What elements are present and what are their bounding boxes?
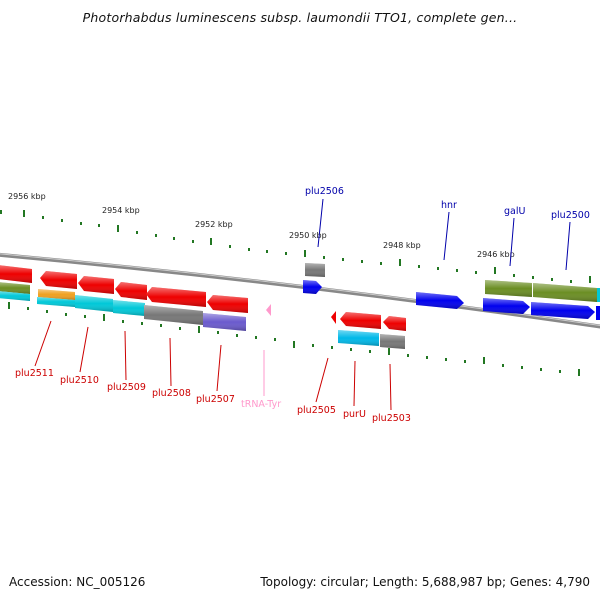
gene-label-trna-tyr: tRNA-Tyr [241,399,281,410]
gene-label-hnr: hnr [441,200,457,211]
gene-block[interactable] [37,297,75,307]
kbp-label: 2948 kbp [383,241,421,250]
gene-block[interactable] [75,295,113,312]
gene-arrow[interactable] [596,306,600,320]
kbp-label: 2954 kbp [102,206,140,215]
inner-scale-ticks [8,302,580,376]
gene-label-plu2500: plu2500 [551,210,590,221]
gene-block[interactable] [380,334,405,349]
map-title: Photorhabdus luminescens subsp. laumondi… [82,10,518,25]
outer-scale-ticks [0,210,591,283]
gene-block[interactable] [305,263,325,277]
gene-arrow[interactable] [531,302,595,319]
gene-label-plu2509: plu2509 [107,382,146,393]
gene-block[interactable] [0,291,30,301]
trna-marker[interactable] [266,304,271,316]
gene-label-plu2511: plu2511 [15,368,54,379]
gene-block[interactable] [38,289,75,300]
gene-arrow[interactable] [340,312,381,329]
gene-block[interactable] [533,283,597,302]
label-leader-lines [34,198,571,411]
gene-label-plu2505: plu2505 [297,405,336,416]
gene-label-plu2503: plu2503 [372,413,411,424]
genome-backbone [0,252,600,329]
gene-arrow[interactable] [483,298,530,314]
gene-block[interactable] [203,313,246,331]
gene-block[interactable] [338,330,379,346]
gene-label-plu2508: plu2508 [152,388,191,399]
gene-label-plu2510: plu2510 [60,375,99,386]
gene-block[interactable] [113,300,145,316]
gene-label-plu2507: plu2507 [196,394,235,405]
gene-block[interactable] [485,280,532,297]
gene-arrow[interactable] [303,280,322,294]
gene-arrow[interactable] [0,265,32,283]
kbp-label: 2950 kbp [289,231,327,240]
topology-text: Topology: circular; Length: 5,688,987 bp… [260,575,590,589]
gene-block[interactable] [0,282,30,294]
gene-arrow[interactable] [146,287,206,307]
kbp-label: 2952 kbp [195,220,233,229]
gene-arrow[interactable] [115,282,147,300]
gene-label-purU: purU [343,409,366,420]
accession-text: Accession: NC_005126 [9,575,146,589]
gene-arrow[interactable] [416,292,464,309]
gene-arrow[interactable] [78,276,114,294]
gene-arrow[interactable] [331,311,336,324]
gene-label-plu2506: plu2506 [305,186,344,197]
kbp-label: 2956 kbp [8,192,46,201]
gene-label-galU: galU [504,206,525,217]
gene-arrow[interactable] [207,295,248,313]
gene-block[interactable] [144,305,203,325]
gene-arrow[interactable] [40,271,77,289]
gene-arrow[interactable] [383,316,406,331]
kbp-label: 2946 kbp [477,250,515,259]
gene-block[interactable] [597,288,600,302]
